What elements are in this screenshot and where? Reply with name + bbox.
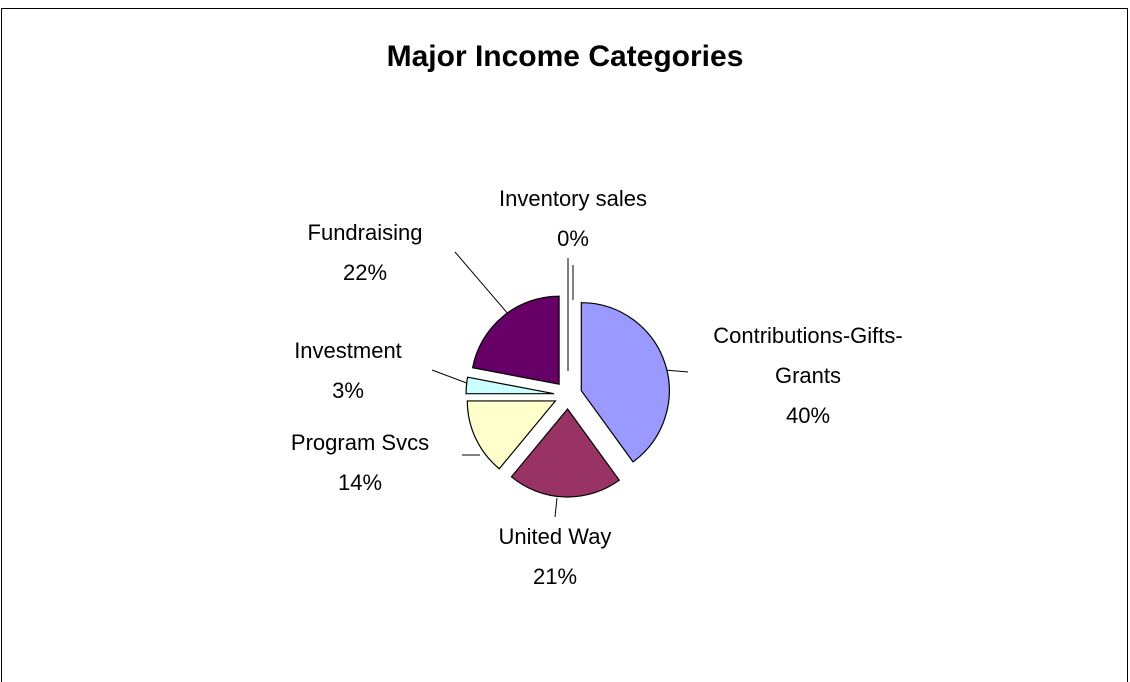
slice-label: Inventory sales 0% (423, 179, 723, 259)
pie-slice (580, 302, 670, 463)
value-label: 22% (342, 260, 388, 285)
value-label: 0% (557, 226, 589, 251)
slice-label: Contributions-Gifts-Grants 40% (703, 316, 913, 436)
leader-lines (431, 251, 689, 518)
pie-slice (471, 295, 560, 385)
pie-slice (510, 408, 621, 498)
leader-line (554, 497, 558, 518)
leader-line (664, 369, 689, 373)
pie-slice (465, 376, 555, 395)
category-label: Contributions-Gifts-Grants (713, 323, 903, 388)
chart-title: Major Income Categories (386, 40, 744, 73)
slice-label: Investment 3% (198, 331, 498, 411)
category-label: Inventory sales (499, 186, 647, 211)
category-label: Investment (294, 338, 402, 363)
slice-label: Fundraising 22% (215, 213, 515, 293)
value-label: 3% (332, 378, 364, 403)
value-label: 21% (532, 564, 578, 589)
category-label: Program Svcs (290, 430, 430, 455)
category-label: Fundraising (307, 220, 423, 245)
chart-frame (1, 8, 1128, 682)
value-label: 14% (337, 470, 383, 495)
slice-label: Program Svcs 14% (210, 423, 510, 503)
slice-label: United Way 21% (405, 517, 705, 597)
leader-line (454, 251, 516, 323)
category-label: United Way (498, 524, 612, 549)
pie-slice (466, 400, 557, 470)
value-label: 40% (785, 403, 831, 428)
